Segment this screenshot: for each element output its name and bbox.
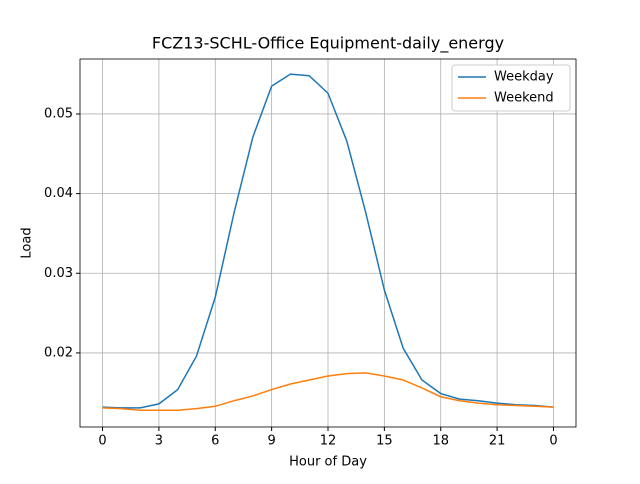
plot-frame <box>79 58 577 428</box>
x-tick-label: 6 <box>211 434 219 449</box>
x-tick-label: 21 <box>489 434 506 449</box>
x-tick-label: 12 <box>320 434 337 449</box>
y-tick-label: 0.03 <box>44 266 73 281</box>
legend-label: Weekday <box>494 70 554 85</box>
x-tick-label: 0 <box>549 434 557 449</box>
x-axis-label: Hour of Day <box>289 455 367 470</box>
x-tick-label: 18 <box>432 434 449 449</box>
x-tick-label: 3 <box>155 434 163 449</box>
x-tick-label: 9 <box>267 434 275 449</box>
y-axis-label: Load <box>20 227 35 258</box>
chart-title: FCZ13-SCHL-Office Equipment-daily_energy <box>152 34 504 54</box>
y-tick-label: 0.05 <box>44 106 73 121</box>
legend-label: Weekend <box>494 91 554 106</box>
y-tick-label: 0.04 <box>44 186 73 201</box>
x-tick-label: 0 <box>98 434 106 449</box>
y-tick-label: 0.02 <box>44 345 73 360</box>
line <box>102 372 554 412</box>
line <box>102 73 554 409</box>
x-tick-label: 15 <box>376 434 393 449</box>
